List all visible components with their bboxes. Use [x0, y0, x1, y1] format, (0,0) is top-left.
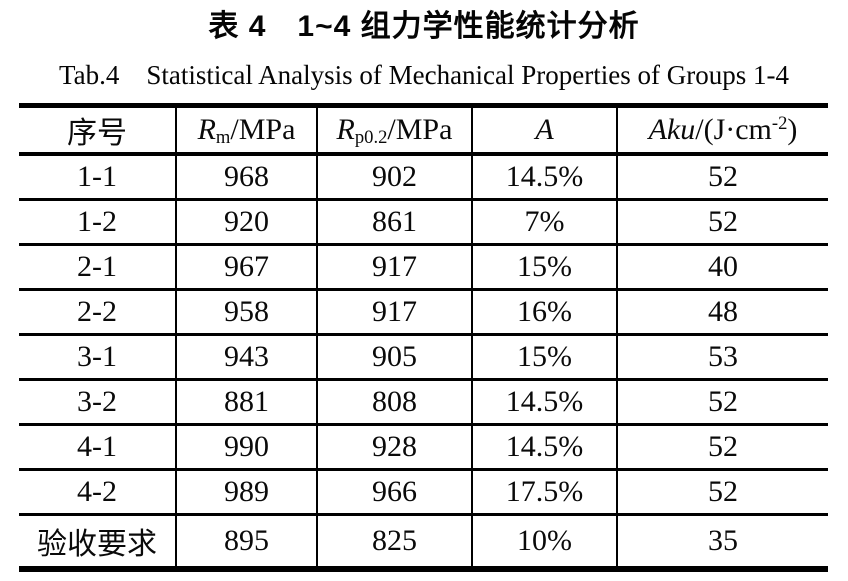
- value-cell: 917: [316, 243, 473, 291]
- value-cell: 895: [175, 513, 318, 571]
- row-label-cell: 2-1: [19, 243, 177, 291]
- value-cell: 53: [616, 333, 828, 381]
- row-label-cell: 3-1: [19, 333, 177, 381]
- value-cell: 825: [316, 513, 473, 571]
- value-cell: 52: [616, 152, 828, 201]
- value-cell: 14.5%: [471, 378, 618, 426]
- value-cell: 14.5%: [471, 152, 618, 201]
- value-cell: 52: [616, 378, 828, 426]
- row-label-cell: 4-1: [19, 423, 177, 471]
- value-cell: 52: [616, 198, 828, 246]
- row-label-cell: 1-1: [19, 152, 177, 201]
- row-label-cell: 4-2: [19, 468, 177, 516]
- value-cell: 902: [316, 152, 473, 201]
- value-cell: 928: [316, 423, 473, 471]
- value-cell: 14.5%: [471, 423, 618, 471]
- table-row: 3-2 881 808 14.5% 52: [19, 378, 828, 426]
- value-cell: 15%: [471, 243, 618, 291]
- column-header-elongation: A: [471, 104, 618, 156]
- value-cell: 881: [175, 378, 318, 426]
- table-row: 2-1 967 917 15% 40: [19, 243, 828, 291]
- value-cell: 968: [175, 152, 318, 201]
- table-row: 验收要求 895 825 10% 35: [19, 513, 828, 571]
- value-cell: 958: [175, 288, 318, 336]
- row-label-cell: 3-2: [19, 378, 177, 426]
- table-row: 1-1 968 902 14.5% 52: [19, 152, 828, 201]
- value-cell: 943: [175, 333, 318, 381]
- column-header-yield-strength: Rp0.2/MPa: [316, 104, 473, 156]
- row-label-cell: 1-2: [19, 198, 177, 246]
- table-row: 1-2 920 861 7% 52: [19, 198, 828, 246]
- row-label-cell: 2-2: [19, 288, 177, 336]
- row-label-cell: 验收要求: [19, 513, 177, 571]
- value-cell: 10%: [471, 513, 618, 571]
- column-header-impact-toughness: Aku/(J·cm-2): [616, 104, 828, 156]
- value-cell: 861: [316, 198, 473, 246]
- mechanical-properties-table: 序号 Rm/MPa Rp0.2/MPa A Aku/(J·cm-2) 1-1 968 902…: [19, 103, 828, 572]
- column-header-tensile-strength: Rm/MPa: [175, 104, 318, 156]
- value-cell: 7%: [471, 198, 618, 246]
- value-cell: 905: [316, 333, 473, 381]
- value-cell: 17.5%: [471, 468, 618, 516]
- value-cell: 52: [616, 468, 828, 516]
- table-row: 4-2 989 966 17.5% 52: [19, 468, 828, 516]
- value-cell: 48: [616, 288, 828, 336]
- value-cell: 16%: [471, 288, 618, 336]
- value-cell: 989: [175, 468, 318, 516]
- value-cell: 967: [175, 243, 318, 291]
- value-cell: 15%: [471, 333, 618, 381]
- table-caption-en: Tab.4 Statistical Analysis of Mechanical…: [59, 60, 789, 90]
- value-cell: 808: [316, 378, 473, 426]
- value-cell: 40: [616, 243, 828, 291]
- value-cell: 35: [616, 513, 828, 571]
- table-row: 4-1 990 928 14.5% 52: [19, 423, 828, 471]
- value-cell: 52: [616, 423, 828, 471]
- table-row: 3-1 943 905 15% 53: [19, 333, 828, 381]
- value-cell: 920: [175, 198, 318, 246]
- value-cell: 990: [175, 423, 318, 471]
- table-row: 2-2 958 917 16% 48: [19, 288, 828, 336]
- table-caption-zh: 表 4 1~4 组力学性能统计分析: [208, 10, 640, 43]
- header-row: 序号 Rm/MPa Rp0.2/MPa A Aku/(J·cm-2): [19, 104, 828, 156]
- column-header-serial-number: 序号: [19, 104, 177, 156]
- value-cell: 966: [316, 468, 473, 516]
- value-cell: 917: [316, 288, 473, 336]
